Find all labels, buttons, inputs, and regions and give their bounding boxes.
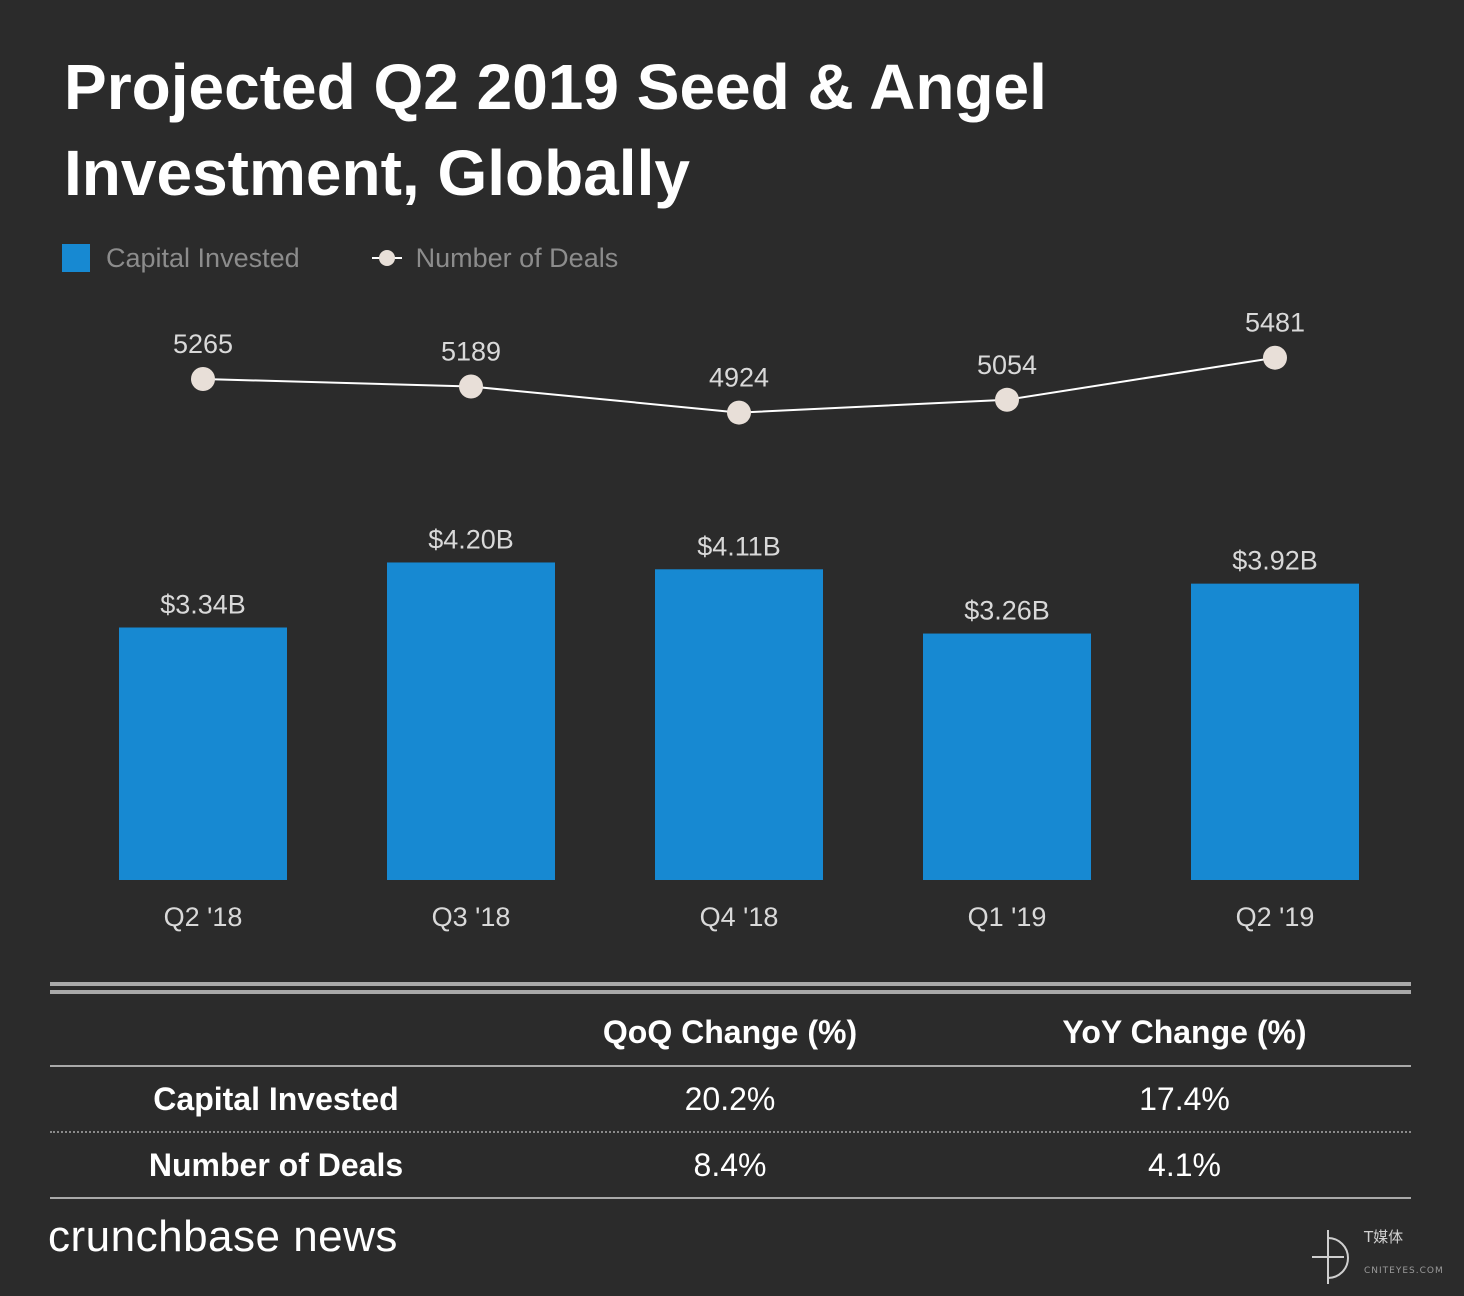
watermark-subtext: CNITEYES.COM bbox=[1364, 1266, 1444, 1276]
x-tick-label: Q2 '18 bbox=[164, 902, 243, 932]
bar-value-label: $3.92B bbox=[1232, 546, 1318, 576]
bar bbox=[923, 633, 1091, 880]
deals-point bbox=[1263, 345, 1287, 370]
x-tick-label: Q4 '18 bbox=[700, 902, 779, 932]
deals-value-label: 4924 bbox=[709, 363, 769, 393]
change-table: QoQ Change (%) YoY Change (%) Capital In… bbox=[50, 982, 1411, 1199]
x-tick-label: Q1 '19 bbox=[968, 902, 1047, 932]
table-row-label: Number of Deals bbox=[148, 1146, 404, 1183]
table-row: Number of Deals 8.4% 4.1% bbox=[50, 1133, 1411, 1199]
table-cell-yoy: 17.4% bbox=[1139, 1080, 1230, 1117]
legend-bar-swatch bbox=[62, 244, 90, 272]
watermark-logo-icon bbox=[1312, 1230, 1349, 1284]
table-header-row: QoQ Change (%) YoY Change (%) bbox=[50, 999, 1411, 1067]
deals-value-label: 5189 bbox=[441, 336, 501, 366]
deals-point bbox=[727, 400, 751, 425]
x-tick-label: Q2 '19 bbox=[1236, 902, 1315, 932]
x-tick-label: Q3 '18 bbox=[432, 902, 511, 932]
deals-value-label: 5481 bbox=[1245, 308, 1305, 338]
watermark: T媒体 CNITEYES.COM bbox=[1310, 1226, 1460, 1290]
bar-value-label: $3.34B bbox=[160, 589, 246, 619]
bar bbox=[119, 627, 287, 880]
table-header-yoy: YoY Change (%) bbox=[1062, 1013, 1307, 1050]
table-top-rule bbox=[50, 982, 1411, 994]
watermark-text: T媒体 bbox=[1364, 1228, 1404, 1246]
deals-point bbox=[995, 387, 1019, 412]
bar-value-label: $4.20B bbox=[428, 524, 514, 554]
deals-value-label: 5265 bbox=[173, 329, 233, 359]
legend: Capital Invested Number of Deals bbox=[62, 238, 618, 278]
table-cell-qoq: 8.4% bbox=[693, 1146, 767, 1183]
legend-label-deals: Number of Deals bbox=[415, 242, 619, 273]
bar bbox=[1191, 583, 1359, 880]
legend-label-capital: Capital Invested bbox=[106, 242, 300, 273]
deals-point bbox=[459, 374, 483, 399]
deals-value-label: 5054 bbox=[977, 350, 1037, 380]
deals-point bbox=[191, 367, 215, 391]
legend-line-marker-icon bbox=[371, 248, 402, 268]
table-cell-yoy: 4.1% bbox=[1148, 1146, 1221, 1183]
table-row: Capital Invested 20.2% 17.4% bbox=[50, 1067, 1411, 1133]
table-header-qoq: QoQ Change (%) bbox=[602, 1013, 858, 1050]
legend-item-capital: Capital Invested bbox=[62, 243, 300, 274]
table-row-label: Capital Invested bbox=[153, 1080, 399, 1117]
bar-value-label: $3.26B bbox=[964, 596, 1050, 626]
bar bbox=[387, 562, 555, 880]
bar bbox=[655, 569, 823, 880]
legend-item-deals: Number of Deals bbox=[371, 242, 619, 274]
bar-value-label: $4.11B bbox=[697, 531, 781, 561]
chart-title: Projected Q2 2019 Seed & Angel Investmen… bbox=[64, 51, 1047, 209]
table-cell-qoq: 20.2% bbox=[684, 1080, 776, 1117]
brand-logo: crunchbase news bbox=[48, 1212, 398, 1261]
combo-chart: $3.34B Q2 '18 $4.20B Q3 '18 $4.11B Q4 '18 $3.2… bbox=[119, 308, 1359, 932]
